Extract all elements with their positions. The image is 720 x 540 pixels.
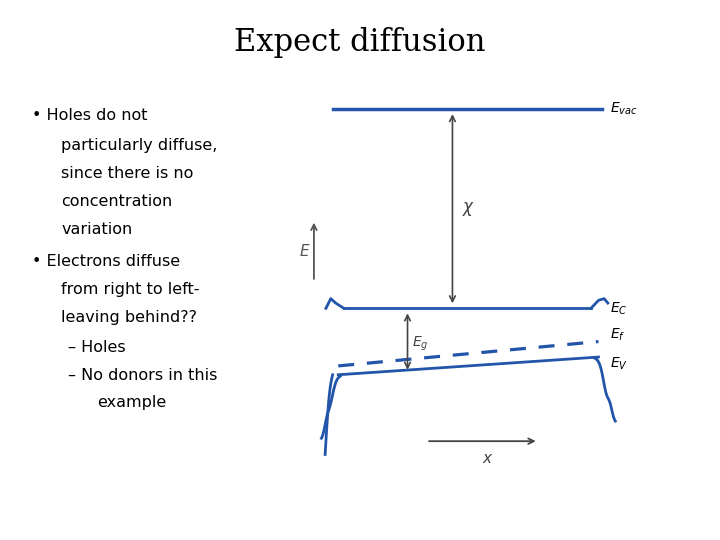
- Text: $E_g$: $E_g$: [412, 335, 428, 353]
- Text: – Holes: – Holes: [68, 340, 126, 355]
- Text: from right to left-: from right to left-: [61, 282, 199, 297]
- Text: concentration: concentration: [61, 194, 173, 209]
- Text: $E_C$: $E_C$: [610, 300, 627, 316]
- Text: $x$: $x$: [482, 451, 494, 467]
- Text: $E_{vac}$: $E_{vac}$: [610, 101, 637, 117]
- Text: – No donors in this: – No donors in this: [68, 368, 217, 383]
- Text: $E_f$: $E_f$: [610, 327, 625, 343]
- Text: Expect diffusion: Expect diffusion: [234, 27, 486, 58]
- Text: particularly diffuse,: particularly diffuse,: [61, 138, 217, 153]
- Text: example: example: [97, 395, 166, 410]
- Text: variation: variation: [61, 222, 132, 237]
- Text: • Electrons diffuse: • Electrons diffuse: [32, 254, 181, 269]
- Text: $E_V$: $E_V$: [610, 355, 628, 372]
- Text: since there is no: since there is no: [61, 166, 194, 181]
- Text: • Holes do not: • Holes do not: [32, 108, 148, 123]
- Text: $E$: $E$: [299, 243, 310, 259]
- Text: leaving behind??: leaving behind??: [61, 310, 197, 325]
- Text: $\chi$: $\chi$: [462, 200, 475, 218]
